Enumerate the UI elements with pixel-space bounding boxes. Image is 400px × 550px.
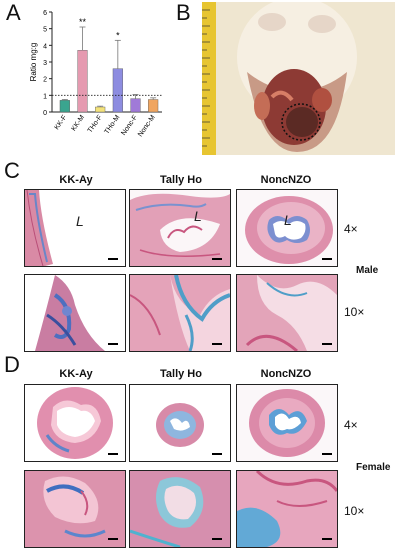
scale-bar [322,453,332,455]
y-tick-label: 0 [43,110,47,117]
y-tick-label: 2 [43,77,47,84]
histology-d-tallyho-4x [129,384,231,462]
histology-d-kkay-4x [24,384,126,462]
sex-label-female: Female [356,462,391,473]
magnification-label-10x: 10× [344,504,365,518]
panel-letter-c: C [4,158,20,183]
bar [77,50,88,113]
x-tick-label: KK-F [54,114,69,131]
scale-bar [322,538,332,540]
scale-bar [322,258,332,260]
scale-bar [108,453,118,455]
x-tick-label: Nonc-M [137,114,157,138]
y-tick-label: 5 [43,27,47,34]
histology-c-tallyho-10x [129,274,231,352]
scale-bar [108,258,118,260]
scale-bar [212,258,222,260]
histology-d-tallyho-10x [129,470,231,548]
significance-mark: * [116,30,120,40]
x-tick-label: THo-F [87,114,104,134]
histology-d-noncnzo-4x [236,384,338,462]
sex-label-male: Male [356,265,379,276]
panel-letter-a: A [6,0,21,25]
y-tick-label: 6 [43,10,47,17]
histology-d-kkay-10x [24,470,126,548]
bar-chart: 0 1 2 3 4 5 6 Ratio mg:g KK-F ** KK-M THo-F * THo-M No… [29,10,162,138]
column-title-noncnzo: NoncNZO [260,174,312,186]
column-title-kkay: KK-Ay [59,368,93,380]
scale-bar [108,538,118,540]
histology-c-kkay-4x [24,189,126,267]
histology-c-kkay-10x [24,274,126,352]
y-tick-label: 4 [43,43,47,50]
magnification-label-10x: 10× [344,305,365,319]
histology-c-noncnzo-4x [236,189,338,267]
scale-bar [212,343,222,345]
panel-letter-b: B [176,0,191,25]
x-tick-label: KK-M [70,114,86,132]
y-axis-label: Ratio mg:g [29,43,38,82]
mouse-dissection-photo [202,2,395,155]
bar [130,98,141,113]
magnification-label-4x: 4× [344,222,358,236]
column-title-noncnzo: NoncNZO [260,368,312,380]
histology-d-noncnzo-10x [236,470,338,548]
column-title-tallyho: Tally Ho [160,174,202,186]
column-title-tallyho: Tally Ho [160,368,202,380]
scale-bar [212,453,222,455]
y-tick-label: 1 [43,93,47,100]
panel-letter-d: D [4,352,20,377]
bar [148,99,159,113]
bar [112,68,123,113]
histology-c-noncnzo-10x [236,274,338,352]
column-title-kkay: KK-Ay [59,174,93,186]
scale-bar [212,538,222,540]
histology-c-tallyho-4x [129,189,231,267]
scale-bar [108,343,118,345]
lumen-label: L [194,208,202,224]
y-tick-label: 3 [43,60,47,67]
scale-bar [322,343,332,345]
magnification-label-4x: 4× [344,418,358,432]
lumen-label: L [76,213,84,229]
bar [59,100,70,113]
bar [95,106,106,113]
x-tick-label: THo-M [103,114,121,136]
significance-mark: ** [79,17,87,27]
lumen-label: L [284,212,292,228]
